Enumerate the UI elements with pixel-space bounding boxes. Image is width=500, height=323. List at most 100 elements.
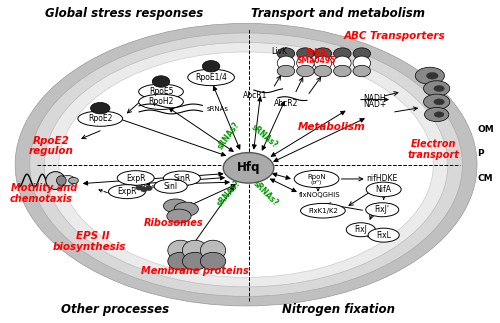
Ellipse shape <box>108 185 146 199</box>
Text: NAD+: NAD+ <box>364 100 386 109</box>
Text: Electron: Electron <box>410 139 456 149</box>
Text: AHLs: AHLs <box>140 184 156 189</box>
Text: P: P <box>477 149 484 158</box>
Text: SinI: SinI <box>164 182 178 191</box>
Ellipse shape <box>434 86 444 91</box>
Text: Ribosomes: Ribosomes <box>144 218 203 228</box>
Text: RpoE2: RpoE2 <box>33 136 70 146</box>
Text: EPS II: EPS II <box>76 231 110 241</box>
Text: sRNAs?: sRNAs? <box>250 122 280 150</box>
Text: biosynthesis: biosynthesis <box>53 242 126 252</box>
Text: SinR: SinR <box>174 174 190 183</box>
Ellipse shape <box>182 252 208 270</box>
Ellipse shape <box>78 111 122 126</box>
Ellipse shape <box>44 42 448 287</box>
Ellipse shape <box>136 185 142 190</box>
Text: ExpR: ExpR <box>126 173 146 182</box>
Text: sRNAs?: sRNAs? <box>251 179 280 208</box>
Ellipse shape <box>174 202 199 216</box>
Ellipse shape <box>200 240 226 261</box>
Ellipse shape <box>314 48 332 59</box>
Ellipse shape <box>223 152 274 183</box>
Text: RpoE2: RpoE2 <box>88 114 112 123</box>
Ellipse shape <box>152 76 170 87</box>
Ellipse shape <box>314 65 332 77</box>
Text: (σⁿ): (σⁿ) <box>311 180 322 185</box>
Ellipse shape <box>182 240 208 261</box>
Text: AbcR1: AbcR1 <box>242 91 267 100</box>
Ellipse shape <box>118 171 154 185</box>
Text: ABC Transporters: ABC Transporters <box>344 31 445 41</box>
Ellipse shape <box>30 33 463 297</box>
Text: transport: transport <box>408 150 459 160</box>
Ellipse shape <box>168 252 193 270</box>
Ellipse shape <box>368 228 399 242</box>
Ellipse shape <box>277 65 294 77</box>
Text: PrbA/: PrbA/ <box>305 47 328 57</box>
Text: regulon: regulon <box>29 146 74 156</box>
Ellipse shape <box>296 48 314 59</box>
Ellipse shape <box>346 223 376 237</box>
Ellipse shape <box>424 81 450 96</box>
Ellipse shape <box>59 52 434 277</box>
Text: RpoE5: RpoE5 <box>149 87 174 96</box>
Text: Motility and: Motility and <box>11 183 78 193</box>
Text: NifA: NifA <box>376 185 392 194</box>
Ellipse shape <box>300 203 346 218</box>
Text: sRNAs?: sRNAs? <box>215 178 242 208</box>
Text: Global stress responses: Global stress responses <box>46 7 203 20</box>
Text: nifHDKE: nifHDKE <box>366 174 398 183</box>
Ellipse shape <box>68 177 78 184</box>
Text: LivK: LivK <box>271 47 287 56</box>
Ellipse shape <box>294 171 339 188</box>
Ellipse shape <box>138 94 184 109</box>
Text: chemotaxis: chemotaxis <box>10 194 72 204</box>
Ellipse shape <box>353 65 370 77</box>
Ellipse shape <box>334 56 351 70</box>
Ellipse shape <box>167 209 191 223</box>
Ellipse shape <box>188 69 234 86</box>
Ellipse shape <box>154 179 188 193</box>
Text: ExpR: ExpR <box>117 187 136 196</box>
Text: FixJ: FixJ <box>354 225 368 234</box>
Ellipse shape <box>434 112 444 117</box>
Text: AbcR2: AbcR2 <box>274 99 298 108</box>
Ellipse shape <box>164 199 188 213</box>
Text: OM: OM <box>477 125 494 134</box>
Ellipse shape <box>424 107 449 122</box>
Ellipse shape <box>164 171 200 186</box>
Ellipse shape <box>56 176 66 185</box>
Ellipse shape <box>277 56 294 70</box>
Ellipse shape <box>434 99 444 105</box>
Ellipse shape <box>168 240 193 261</box>
Ellipse shape <box>366 203 398 217</box>
Text: Nitrogen fixation: Nitrogen fixation <box>282 303 395 316</box>
Ellipse shape <box>353 56 370 70</box>
Ellipse shape <box>296 65 314 77</box>
Text: Metabolism: Metabolism <box>298 121 365 131</box>
Ellipse shape <box>277 48 294 59</box>
Text: fixNOQGHIS: fixNOQGHIS <box>299 193 341 198</box>
Text: Transport and metabolism: Transport and metabolism <box>252 7 426 20</box>
Text: NADH: NADH <box>364 94 386 102</box>
Ellipse shape <box>366 182 401 197</box>
Ellipse shape <box>334 48 351 59</box>
Ellipse shape <box>426 72 438 79</box>
Ellipse shape <box>200 252 226 270</box>
Ellipse shape <box>202 60 220 72</box>
Text: RpoE1/4: RpoE1/4 <box>195 73 227 82</box>
Ellipse shape <box>140 187 147 192</box>
Ellipse shape <box>15 23 477 306</box>
Text: Other processes: Other processes <box>61 303 169 316</box>
Text: FixJ': FixJ' <box>374 205 390 214</box>
Text: Hfq: Hfq <box>237 162 260 174</box>
Text: FixK1/K2: FixK1/K2 <box>308 208 338 214</box>
Ellipse shape <box>334 65 351 77</box>
Ellipse shape <box>416 67 444 84</box>
Ellipse shape <box>90 102 110 114</box>
Ellipse shape <box>60 175 76 186</box>
Text: sRNAs?: sRNAs? <box>216 120 242 151</box>
Text: Membrane proteins: Membrane proteins <box>141 266 249 276</box>
Text: FixL: FixL <box>376 231 391 240</box>
Ellipse shape <box>146 186 152 191</box>
